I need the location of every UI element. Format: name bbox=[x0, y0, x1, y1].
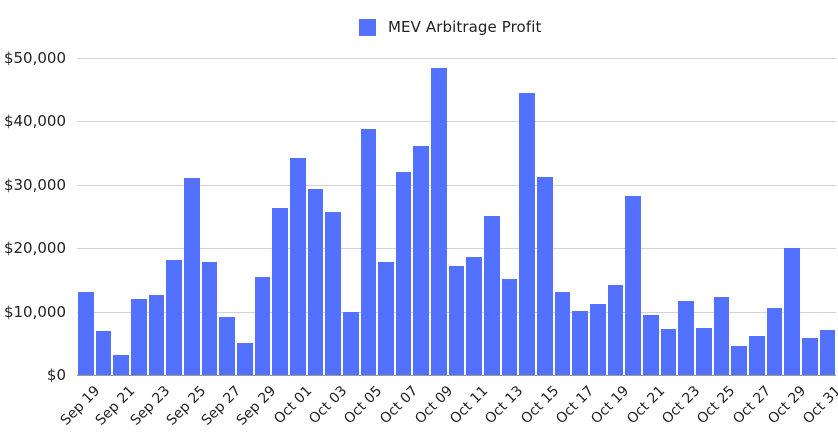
x-tick-label: Oct 31 bbox=[800, 383, 838, 428]
bar[interactable] bbox=[695, 328, 712, 375]
bar[interactable] bbox=[466, 257, 483, 375]
x-tick-label: Oct 17 bbox=[553, 383, 598, 428]
bar[interactable] bbox=[731, 345, 747, 375]
y-tick-label: $20,000 bbox=[3, 239, 66, 258]
x-tick-label: Oct 11 bbox=[447, 383, 492, 428]
bar[interactable] bbox=[448, 265, 465, 375]
bar-series bbox=[77, 58, 836, 375]
x-tick-label: Sep 23 bbox=[128, 383, 174, 429]
bar[interactable] bbox=[95, 331, 112, 375]
x-tick-label: Oct 21 bbox=[623, 383, 668, 428]
y-tick-label: $40,000 bbox=[3, 112, 66, 131]
bar[interactable] bbox=[678, 301, 694, 375]
bar[interactable] bbox=[236, 342, 253, 375]
bar[interactable] bbox=[166, 260, 182, 375]
y-tick-label: $0 bbox=[46, 366, 66, 384]
x-tick-label: Oct 25 bbox=[694, 383, 739, 428]
bar[interactable] bbox=[395, 171, 412, 375]
bar[interactable] bbox=[219, 316, 235, 375]
bar[interactable] bbox=[289, 158, 306, 375]
gridline bbox=[77, 184, 836, 186]
x-tick-label: Oct 19 bbox=[588, 383, 633, 428]
x-tick-label: Oct 23 bbox=[659, 383, 704, 428]
bar[interactable] bbox=[148, 295, 165, 375]
x-tick-label: Oct 09 bbox=[411, 383, 457, 428]
bar[interactable] bbox=[307, 189, 324, 375]
gridline bbox=[77, 248, 836, 250]
bar[interactable] bbox=[590, 303, 606, 375]
x-tick-label: Oct 27 bbox=[729, 383, 774, 428]
x-tick-label: Oct 15 bbox=[517, 383, 563, 428]
bar[interactable] bbox=[378, 262, 394, 375]
bar[interactable] bbox=[537, 176, 553, 375]
bar[interactable] bbox=[660, 328, 677, 375]
bar[interactable] bbox=[342, 311, 359, 375]
bar[interactable] bbox=[625, 196, 641, 375]
bar[interactable] bbox=[554, 291, 571, 375]
x-axis-line bbox=[77, 375, 836, 376]
bar[interactable] bbox=[766, 307, 783, 375]
bar[interactable] bbox=[501, 278, 518, 375]
legend-label: MEV Arbitrage Profit bbox=[388, 18, 542, 36]
x-tick-label: Oct 13 bbox=[482, 383, 527, 428]
bar[interactable] bbox=[572, 310, 589, 375]
gridline bbox=[77, 58, 836, 59]
bar[interactable] bbox=[272, 208, 288, 375]
bar[interactable] bbox=[201, 261, 218, 375]
legend-swatch bbox=[359, 18, 376, 36]
plot-area bbox=[77, 58, 836, 376]
x-tick-label: Oct 03 bbox=[306, 383, 351, 428]
y-tick-label: $10,000 bbox=[3, 302, 66, 321]
bar[interactable] bbox=[254, 276, 271, 375]
bar[interactable] bbox=[643, 314, 659, 375]
bar[interactable] bbox=[431, 67, 447, 375]
bar[interactable] bbox=[519, 92, 536, 375]
bar[interactable] bbox=[78, 291, 94, 375]
bar[interactable] bbox=[130, 298, 147, 375]
x-tick-label: Oct 29 bbox=[764, 383, 810, 428]
y-tick-label: $30,000 bbox=[3, 175, 66, 194]
bar[interactable] bbox=[183, 177, 200, 375]
bar[interactable] bbox=[713, 297, 730, 375]
y-tick-label: $50,000 bbox=[3, 49, 66, 67]
bar[interactable] bbox=[325, 212, 341, 375]
bar[interactable] bbox=[819, 330, 836, 375]
bar[interactable] bbox=[484, 215, 500, 375]
bar[interactable] bbox=[748, 336, 765, 375]
bar[interactable] bbox=[413, 146, 430, 375]
bar[interactable] bbox=[607, 284, 624, 375]
x-tick-label: Oct 05 bbox=[341, 383, 386, 428]
bar[interactable] bbox=[360, 129, 377, 375]
bar[interactable] bbox=[113, 355, 129, 375]
x-tick-label: Oct 07 bbox=[376, 383, 421, 428]
bar[interactable] bbox=[784, 247, 800, 375]
chart-legend: MEV Arbitrage Profit bbox=[359, 18, 541, 36]
bar[interactable] bbox=[801, 338, 818, 375]
gridline bbox=[77, 121, 836, 123]
x-tick-label: Oct 01 bbox=[270, 383, 315, 428]
